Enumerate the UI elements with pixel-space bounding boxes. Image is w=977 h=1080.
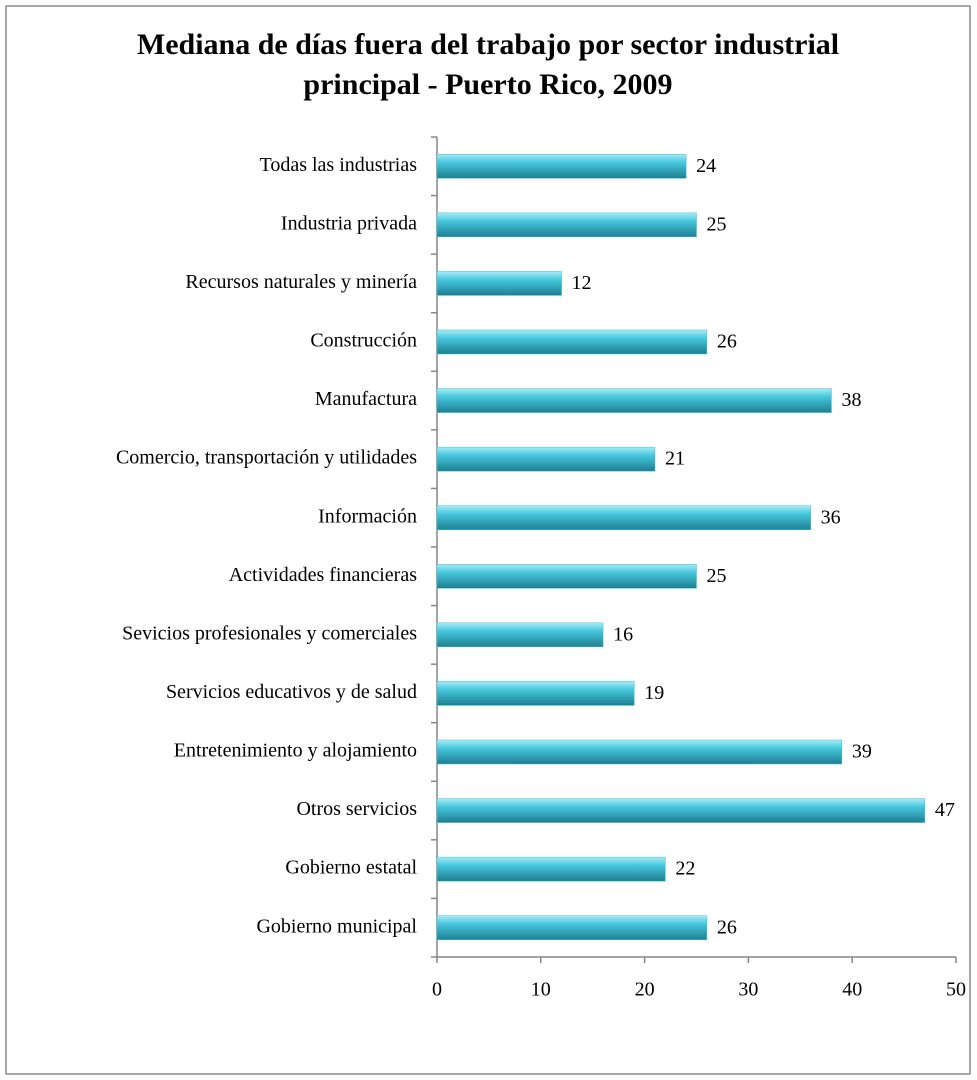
- y-tick-label: Recursos naturales y minería: [185, 271, 417, 293]
- bar: [436, 622, 604, 648]
- bar: [436, 446, 656, 472]
- y-tick-label: Manufactura: [315, 388, 417, 410]
- value-label: 26: [717, 331, 737, 353]
- x-tick-label: 20: [635, 979, 655, 1001]
- y-tick-label: Todas las industrias: [260, 154, 418, 176]
- value-label: 16: [613, 623, 633, 645]
- bar: [436, 271, 562, 296]
- y-tick-label: Servicios educativos y de salud: [166, 681, 417, 703]
- bar: [436, 681, 635, 706]
- value-label: 25: [707, 213, 727, 235]
- value-label: 39: [852, 741, 872, 763]
- value-label: 38: [841, 389, 861, 411]
- x-tick-label: 30: [738, 979, 758, 1001]
- value-label: 47: [935, 799, 955, 821]
- bar: [436, 329, 708, 355]
- bar: [436, 739, 843, 765]
- bar: [436, 388, 832, 413]
- x-tick-label: 40: [842, 979, 862, 1001]
- y-tick-label: Industria privada: [281, 212, 417, 234]
- chart-border: [5, 5, 971, 1075]
- x-tick-label: 50: [946, 979, 966, 1001]
- value-label: 19: [644, 682, 664, 704]
- y-tick-label: Gobierno municipal: [256, 915, 417, 937]
- y-tick-label: Construcción: [310, 330, 417, 352]
- y-tick-label: Información: [318, 505, 417, 527]
- bar: [436, 798, 926, 823]
- value-label: 12: [572, 272, 592, 294]
- value-label: 21: [665, 448, 685, 470]
- chart-title: principal - Puerto Rico, 2009: [303, 68, 672, 101]
- chart-title: Mediana de días fuera del trabajo por se…: [137, 28, 839, 61]
- x-tick-label: 10: [531, 979, 551, 1001]
- x-tick-label: 0: [432, 979, 442, 1001]
- bar: [436, 505, 811, 530]
- value-label: 26: [717, 916, 737, 938]
- value-label: 36: [821, 506, 841, 528]
- bar: [436, 856, 666, 882]
- value-label: 25: [707, 565, 727, 587]
- y-tick-label: Comercio, transportación y utilidades: [116, 447, 417, 469]
- y-tick-label: Gobierno estatal: [285, 857, 417, 879]
- y-tick-label: Otros servicios: [296, 798, 417, 820]
- y-tick-label: Actividades financieras: [229, 564, 417, 586]
- bar: [436, 212, 697, 238]
- bar: [436, 915, 708, 940]
- value-label: 22: [675, 858, 695, 880]
- y-tick-label: Entretenimiento y alojamiento: [174, 740, 417, 762]
- bar: [436, 154, 687, 179]
- value-label: 24: [696, 155, 716, 177]
- y-tick-label: Sevicios profesionales y comerciales: [122, 622, 417, 644]
- bar: [436, 564, 697, 589]
